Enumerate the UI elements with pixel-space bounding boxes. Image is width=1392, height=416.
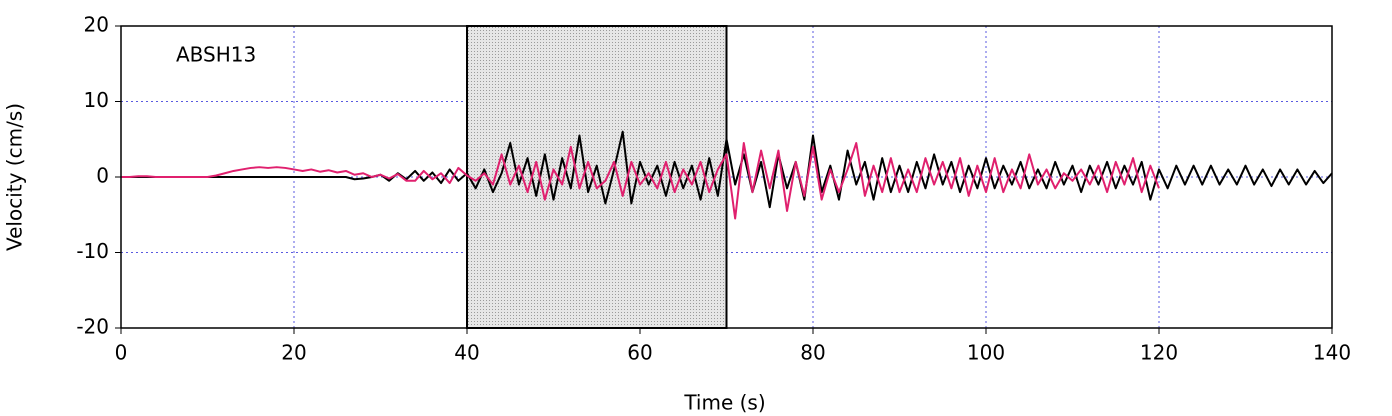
y-tick-label: -10 [76, 239, 109, 263]
y-tick-label: 0 [96, 164, 109, 188]
y-tick-label: -20 [76, 315, 109, 339]
x-axis-label: Time (s) [683, 391, 765, 415]
plot-frame [120, 25, 1333, 329]
x-tick-label: 20 [281, 341, 306, 365]
y-tick-label: 20 [84, 13, 109, 37]
x-tick-label: 100 [967, 341, 1005, 365]
station-label: ABSH13 [176, 43, 256, 67]
x-tick-label: 0 [115, 341, 128, 365]
x-tick-label: 80 [800, 341, 825, 365]
x-tick-label: 140 [1313, 341, 1351, 365]
y-tick-label: 10 [84, 88, 109, 112]
y-axis-label: Velocity (cm/s) [3, 103, 27, 251]
velocity-line [121, 130, 1333, 209]
x-tick-label: 40 [454, 341, 479, 365]
velocity-line [121, 142, 1160, 220]
shaded-window [466, 25, 728, 329]
x-tick-label: 60 [627, 341, 652, 365]
x-tick-label: 120 [1140, 341, 1178, 365]
